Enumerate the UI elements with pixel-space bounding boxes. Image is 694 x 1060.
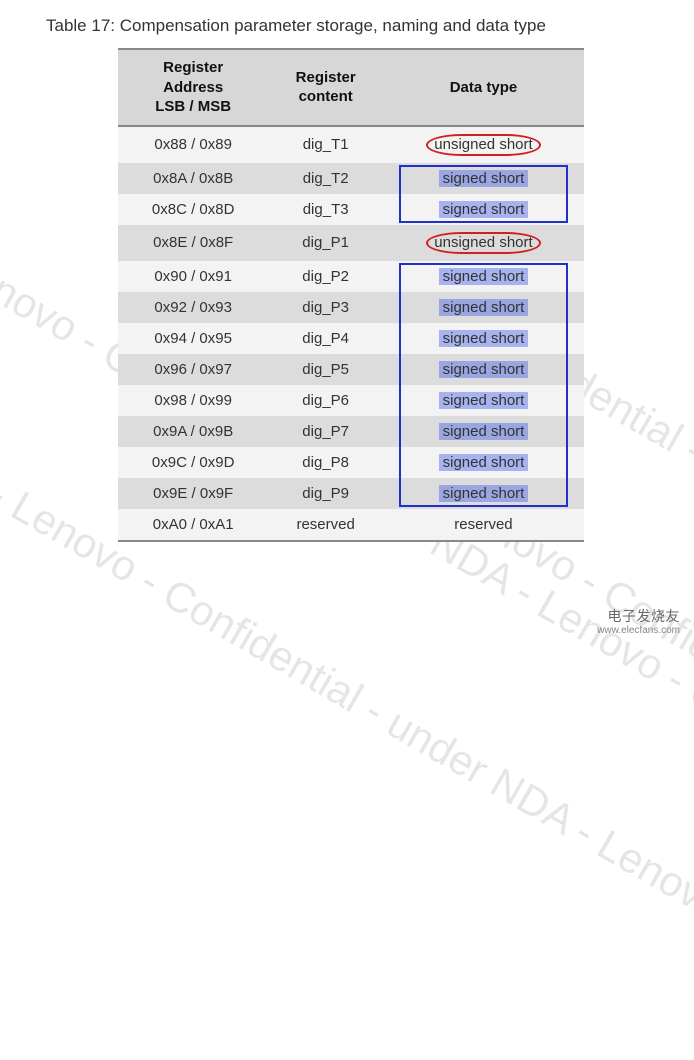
highlight-blue-fill: signed short bbox=[439, 454, 529, 471]
cell-address: 0x98 / 0x99 bbox=[118, 385, 268, 416]
cell-address: 0x9A / 0x9B bbox=[118, 416, 268, 447]
table-row: 0x8A / 0x8Bdig_T2 signed short bbox=[118, 163, 584, 194]
cell-content: dig_P8 bbox=[268, 447, 383, 478]
table-row: 0x9C / 0x9Ddig_P8 signed short bbox=[118, 447, 584, 478]
footer-brand: 电子发烧友 bbox=[597, 608, 680, 625]
cell-address: 0x92 / 0x93 bbox=[118, 292, 268, 323]
table-container: Register Address LSB / MSB Register cont… bbox=[0, 48, 694, 542]
footer-url: www.elecfans.com bbox=[597, 625, 680, 637]
highlight-red: unsigned short bbox=[426, 232, 540, 254]
highlight-blue-fill: signed short bbox=[439, 201, 529, 218]
table-caption: Table 17: Compensation parameter storage… bbox=[0, 0, 694, 48]
col-header-datatype: Data type bbox=[383, 49, 584, 126]
highlight-blue-fill: signed short bbox=[439, 170, 529, 187]
cell-content: dig_P3 bbox=[268, 292, 383, 323]
table-row: 0x8C / 0x8Ddig_T3 signed short bbox=[118, 194, 584, 225]
table-row: 0x9A / 0x9Bdig_P7 signed short bbox=[118, 416, 584, 447]
table-row: 0x92 / 0x93dig_P3 signed short bbox=[118, 292, 584, 323]
highlight-blue-fill: signed short bbox=[439, 485, 529, 502]
cell-datatype: unsigned short bbox=[383, 225, 584, 261]
cell-datatype: signed short bbox=[383, 385, 584, 416]
table-row: 0x8E / 0x8Fdig_P1 unsigned short bbox=[118, 225, 584, 261]
cell-address: 0x8C / 0x8D bbox=[118, 194, 268, 225]
cell-content: dig_T3 bbox=[268, 194, 383, 225]
cell-address: 0x94 / 0x95 bbox=[118, 323, 268, 354]
table-row: 0x90 / 0x91dig_P2 signed short bbox=[118, 261, 584, 292]
cell-datatype: signed short bbox=[383, 261, 584, 292]
cell-content: dig_P4 bbox=[268, 323, 383, 354]
cell-content: dig_T2 bbox=[268, 163, 383, 194]
cell-address: 0x90 / 0x91 bbox=[118, 261, 268, 292]
cell-datatype: signed short bbox=[383, 416, 584, 447]
table-row: 0x88 / 0x89dig_T1 unsigned short bbox=[118, 126, 584, 163]
cell-datatype: signed short bbox=[383, 354, 584, 385]
highlight-blue-fill: signed short bbox=[439, 330, 529, 347]
cell-datatype: signed short bbox=[383, 323, 584, 354]
cell-datatype: signed short bbox=[383, 292, 584, 323]
col-header-content: Register content bbox=[268, 49, 383, 126]
highlight-blue-fill: signed short bbox=[439, 423, 529, 440]
cell-content: dig_P2 bbox=[268, 261, 383, 292]
table-row: 0x96 / 0x97dig_P5 signed short bbox=[118, 354, 584, 385]
highlight-blue-fill: signed short bbox=[439, 361, 529, 378]
table-row: 0x94 / 0x95dig_P4 signed short bbox=[118, 323, 584, 354]
highlight-red: unsigned short bbox=[426, 134, 540, 156]
compensation-table: Register Address LSB / MSB Register cont… bbox=[118, 48, 584, 542]
table-row: 0xA0 / 0xA1reservedreserved bbox=[118, 509, 584, 541]
cell-address: 0xA0 / 0xA1 bbox=[118, 509, 268, 541]
cell-content: dig_P7 bbox=[268, 416, 383, 447]
cell-address: 0x96 / 0x97 bbox=[118, 354, 268, 385]
highlight-blue-fill: signed short bbox=[439, 299, 529, 316]
table-row: 0x98 / 0x99dig_P6 signed short bbox=[118, 385, 584, 416]
cell-address: 0x8A / 0x8B bbox=[118, 163, 268, 194]
cell-datatype: signed short bbox=[383, 163, 584, 194]
cell-address: 0x8E / 0x8F bbox=[118, 225, 268, 261]
col-header-address: Register Address LSB / MSB bbox=[118, 49, 268, 126]
table-row: 0x9E / 0x9Fdig_P9 signed short bbox=[118, 478, 584, 509]
cell-address: 0x9C / 0x9D bbox=[118, 447, 268, 478]
cell-content: dig_P6 bbox=[268, 385, 383, 416]
highlight-blue-fill: signed short bbox=[439, 268, 529, 285]
cell-datatype: signed short bbox=[383, 478, 584, 509]
cell-content: dig_P1 bbox=[268, 225, 383, 261]
cell-address: 0x88 / 0x89 bbox=[118, 126, 268, 163]
cell-content: reserved bbox=[268, 509, 383, 541]
cell-datatype: reserved bbox=[383, 509, 584, 541]
cell-content: dig_P9 bbox=[268, 478, 383, 509]
cell-content: dig_T1 bbox=[268, 126, 383, 163]
cell-address: 0x9E / 0x9F bbox=[118, 478, 268, 509]
cell-datatype: signed short bbox=[383, 447, 584, 478]
cell-datatype: unsigned short bbox=[383, 126, 584, 163]
highlight-blue-fill: signed short bbox=[439, 392, 529, 409]
cell-datatype: signed short bbox=[383, 194, 584, 225]
cell-content: dig_P5 bbox=[268, 354, 383, 385]
footer-logo: 电子发烧友 www.elecfans.com bbox=[597, 608, 680, 637]
